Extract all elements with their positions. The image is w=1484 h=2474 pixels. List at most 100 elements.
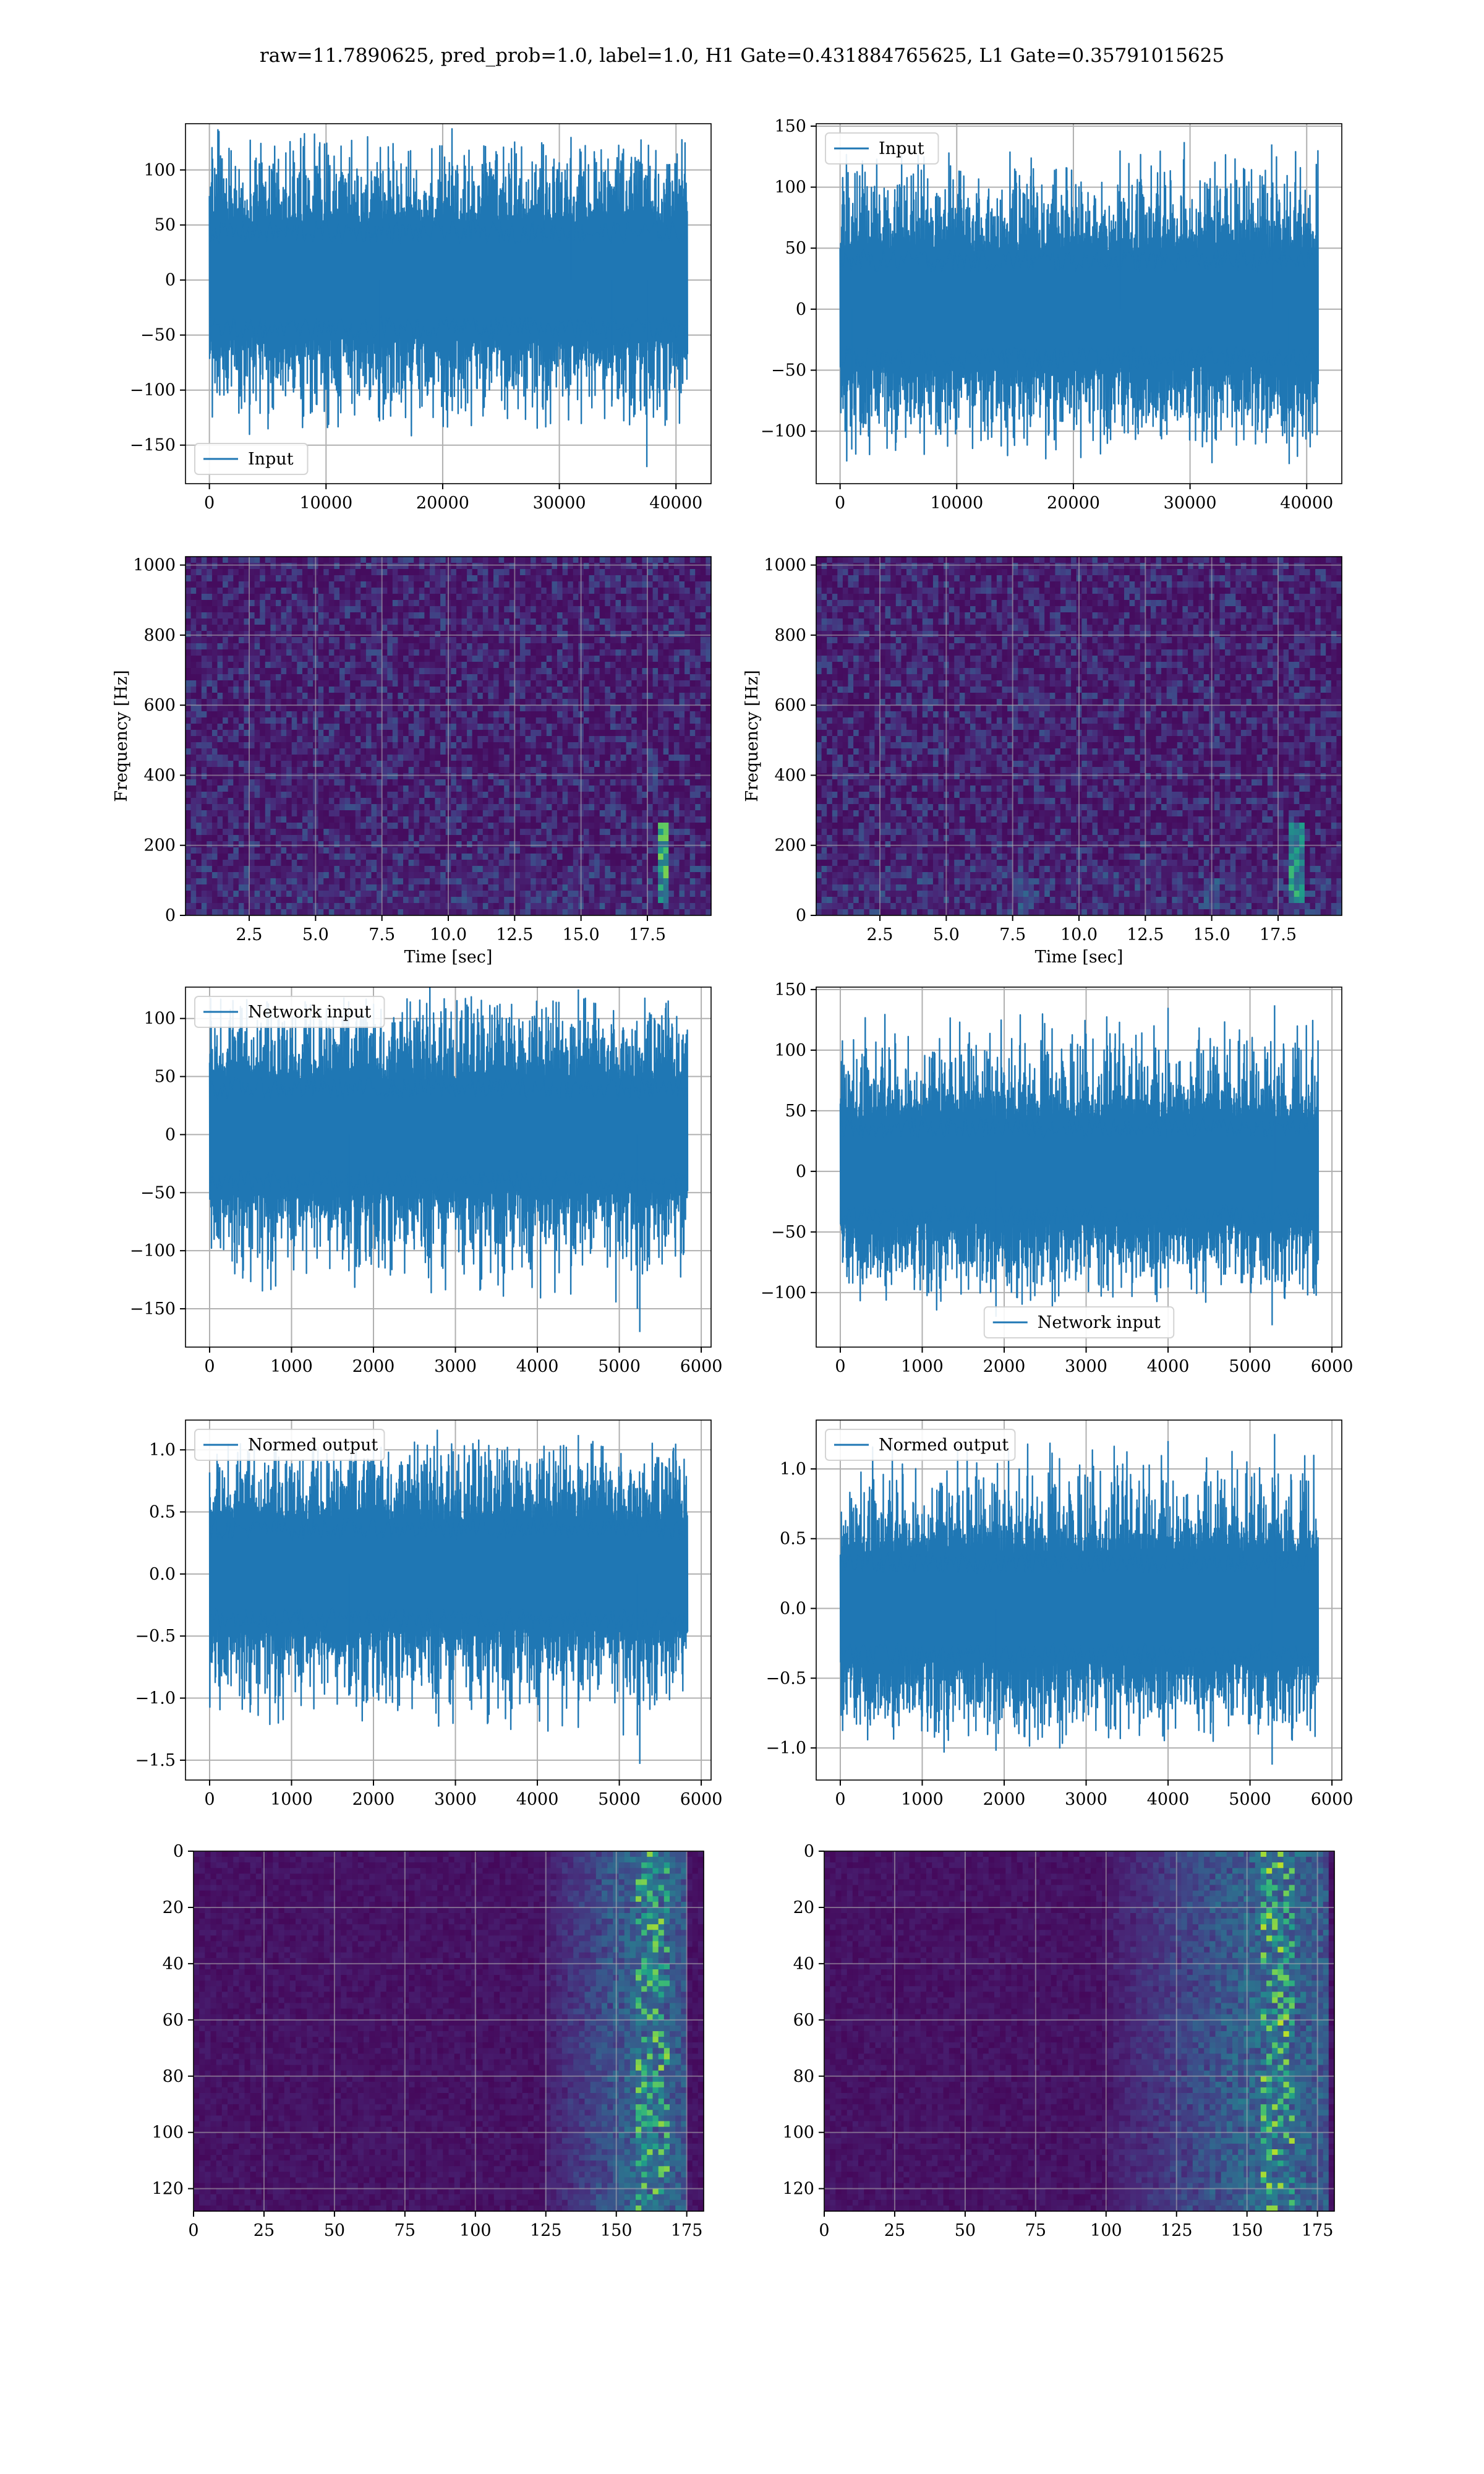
heatmap-cell	[631, 748, 638, 755]
heatmap-cell	[297, 699, 303, 706]
heatmap-cell	[679, 699, 685, 706]
heatmap-cell	[689, 699, 696, 706]
heatmap-cell	[355, 612, 361, 619]
heatmap-cell	[573, 742, 579, 749]
heatmap-cell	[472, 643, 478, 650]
heatmap-cell	[631, 693, 638, 700]
heatmap-cell	[504, 649, 510, 656]
heatmap-cell	[233, 798, 239, 805]
heatmap-cell	[398, 730, 404, 737]
heatmap-cell	[196, 711, 202, 718]
heatmap-cell	[360, 711, 367, 718]
heatmap-cell	[207, 841, 213, 848]
heatmap-cell	[186, 835, 192, 842]
heatmap-cell	[472, 600, 478, 607]
heatmap-cell	[440, 798, 446, 805]
heatmap-cell	[196, 792, 202, 798]
heatmap-cell	[424, 569, 430, 576]
heatmap-cell	[689, 643, 696, 650]
heatmap-cell	[477, 618, 484, 625]
heatmap-cell	[605, 829, 611, 836]
heatmap-cell	[392, 557, 398, 563]
heatmap-cell	[260, 693, 266, 700]
heatmap-cell	[706, 569, 712, 576]
heatmap-cell	[302, 835, 309, 842]
heatmap-cell	[583, 612, 590, 619]
heatmap-cell	[270, 649, 276, 656]
heatmap-cell	[217, 625, 223, 631]
heatmap-cell	[186, 563, 192, 570]
heatmap-cell	[552, 804, 558, 811]
heatmap-cell	[318, 847, 324, 854]
heatmap-cell	[307, 668, 313, 675]
heatmap-cell	[281, 810, 287, 817]
heatmap-cell	[679, 742, 685, 749]
heatmap-cell	[211, 841, 218, 848]
heatmap-cell	[531, 656, 537, 662]
heatmap-cell	[382, 631, 388, 638]
heatmap-cell	[673, 854, 680, 860]
heatmap-cell	[451, 674, 457, 681]
heatmap-cell	[679, 835, 685, 842]
heatmap-cell	[360, 804, 367, 811]
heatmap-cell	[365, 612, 372, 619]
heatmap-cell	[663, 631, 669, 638]
heatmap-cell	[673, 705, 680, 712]
heatmap-cell	[398, 785, 404, 792]
heatmap-cell	[323, 643, 330, 650]
heatmap-cell	[668, 668, 675, 675]
heatmap-cell	[615, 841, 621, 848]
heatmap-cell	[663, 569, 669, 576]
heatmap-cell	[562, 742, 568, 749]
heatmap-cell	[223, 705, 229, 712]
heatmap-cell	[291, 854, 297, 860]
heatmap-cell	[531, 804, 537, 811]
heatmap-cell	[594, 854, 600, 860]
heatmap-cell	[276, 631, 282, 638]
heatmap-cell	[392, 705, 398, 712]
heatmap-cell	[451, 631, 457, 638]
heatmap-cell	[297, 847, 303, 854]
heatmap-cell	[472, 674, 478, 681]
heatmap-cell	[228, 841, 234, 848]
heatmap-cell	[339, 779, 346, 786]
heatmap-cell	[249, 810, 255, 817]
heatmap-cell	[244, 736, 250, 743]
heatmap-cell	[467, 649, 473, 656]
heatmap-cell	[371, 785, 377, 792]
heatmap-cell	[488, 563, 494, 570]
heatmap-cell	[631, 767, 638, 774]
heatmap-cell	[249, 569, 255, 576]
heatmap-cell	[211, 687, 218, 693]
heatmap-cell	[589, 705, 595, 712]
heatmap-cell	[254, 575, 260, 582]
heatmap-cell	[631, 625, 638, 631]
heatmap-cell	[207, 606, 213, 613]
heatmap-cell	[211, 847, 218, 854]
heatmap-cell	[350, 841, 356, 848]
heatmap-cell	[371, 674, 377, 681]
heatmap-cell	[286, 575, 292, 582]
heatmap-cell	[658, 699, 664, 706]
heatmap-cell	[546, 779, 552, 786]
heatmap-cell	[217, 823, 223, 829]
heatmap-cell	[477, 625, 484, 631]
heatmap-cell	[398, 594, 404, 601]
heatmap-cell	[531, 847, 537, 854]
heatmap-cell	[684, 767, 691, 774]
heatmap-cell	[695, 693, 701, 700]
heatmap-cell	[573, 625, 579, 631]
heatmap-cell	[562, 711, 568, 718]
heatmap-cell	[594, 600, 600, 607]
heatmap-cell	[663, 680, 669, 687]
heatmap-cell	[371, 588, 377, 594]
heatmap-cell	[403, 637, 409, 644]
heatmap-cell	[196, 798, 202, 805]
heatmap-cell	[488, 569, 494, 576]
heatmap-cell	[642, 773, 648, 780]
heatmap-cell	[323, 699, 330, 706]
heatmap-cell	[504, 854, 510, 860]
heatmap-cell	[647, 816, 654, 823]
heatmap-cell	[254, 625, 260, 631]
heatmap-cell	[233, 835, 239, 842]
